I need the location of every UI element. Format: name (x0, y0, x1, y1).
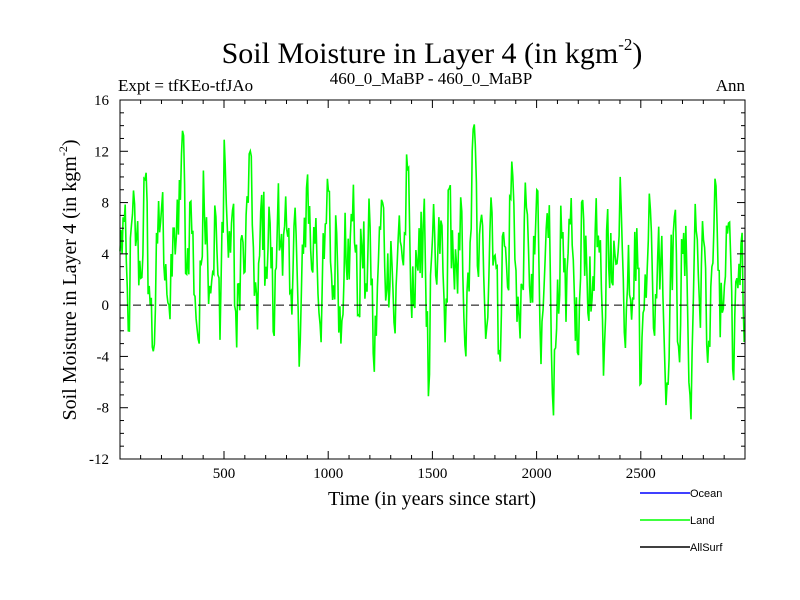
x-tick-label: 2000 (522, 466, 552, 482)
y-tick-labels: -12 -8 -4 0 4 8 12 16 (89, 93, 110, 468)
legend-label-ocean: Ocean (690, 488, 722, 500)
y-tick-label: 12 (94, 144, 109, 160)
plot-lines (119, 124, 745, 420)
y-tick-label: -4 (97, 349, 110, 365)
x-tick-label: 1000 (313, 466, 343, 482)
y-axis-label-exponent: -2 (56, 146, 70, 156)
x-tick-label: 2500 (626, 466, 656, 482)
legend: Ocean Land AllSurf (640, 488, 723, 554)
y-tick-label: -12 (89, 452, 109, 468)
y-axis-label: Soil Moisture in Layer 4 (in kgm-2) (56, 139, 81, 420)
y-tick-label: 8 (102, 196, 110, 212)
chart-title: Soil Moisture in Layer 4 (in kgm-2) (222, 35, 643, 70)
y-tick-label: -8 (97, 401, 110, 417)
legend-label-land: Land (690, 515, 714, 527)
y-tick-label: 0 (102, 298, 110, 314)
legend-label-allsurf: AllSurf (690, 542, 723, 554)
axis-ticks (120, 99, 745, 460)
subtitle-left: Expt = tfKEo-tfJAo (118, 76, 253, 95)
x-tick-label: 1500 (417, 466, 447, 482)
series-line-land (119, 124, 745, 420)
chart-title-exponent: -2 (618, 35, 632, 54)
subtitle-center: 460_0_MaBP - 460_0_MaBP (330, 69, 532, 88)
y-tick-label: 4 (102, 247, 110, 263)
x-axis-label: Time (in years since start) (328, 488, 536, 510)
x-tick-label: 500 (213, 466, 236, 482)
plot-frame (119, 99, 746, 460)
y-tick-label: 16 (94, 93, 110, 109)
x-tick-labels: 500 1000 1500 2000 2500 (213, 466, 656, 482)
subtitle-right: Ann (716, 76, 746, 95)
